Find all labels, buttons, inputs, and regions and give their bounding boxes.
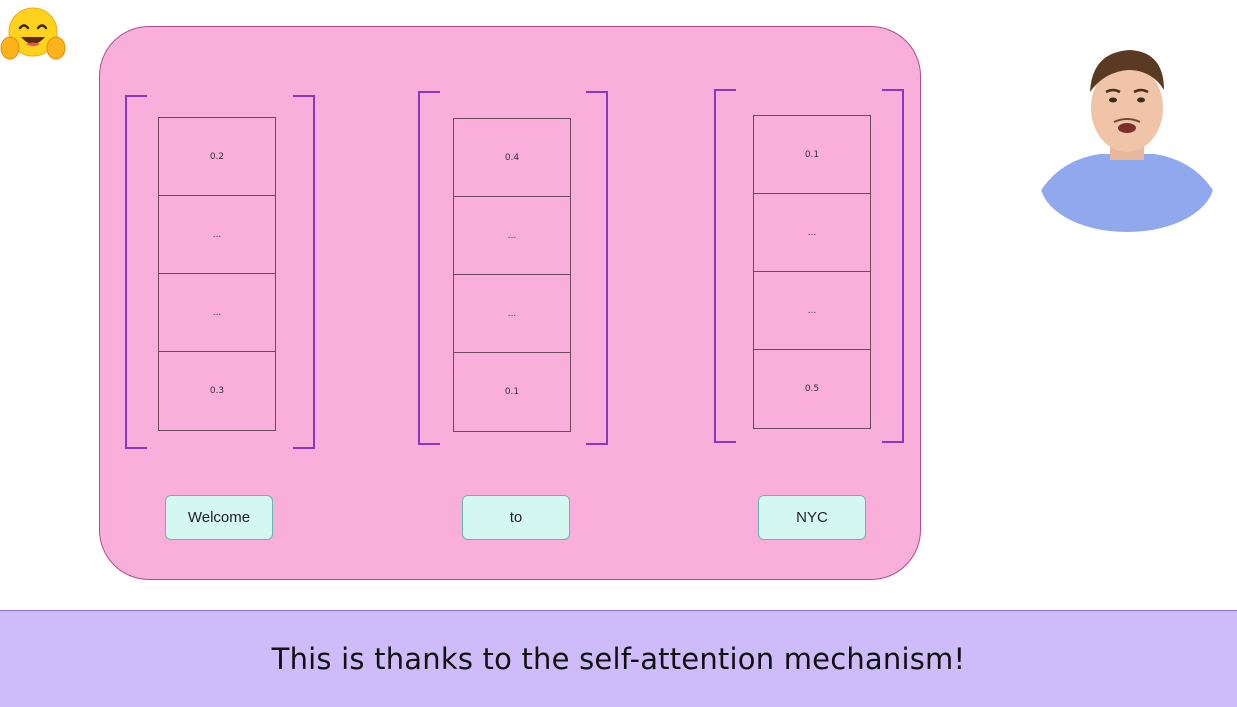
subtitle-text: This is thanks to the self-attention mec… (271, 642, 966, 676)
vector-cell: ... (454, 197, 570, 275)
presenter-video-icon (1040, 42, 1214, 232)
diagram-panel: 0.2 ... ... 0.3 0.4 ... ... 0.1 0.1 ... (99, 26, 921, 580)
vector-cell: 0.1 (754, 116, 870, 194)
hugging-face-emoji-icon (0, 7, 66, 60)
left-bracket (714, 89, 736, 443)
vector-cell: ... (754, 194, 870, 272)
vector-cells: 0.2 ... ... 0.3 (158, 117, 276, 431)
vector-cell: ... (159, 196, 275, 274)
token-welcome: Welcome (165, 495, 273, 540)
vector-cell: 0.5 (804, 384, 820, 394)
subtitle-bar: This is thanks to the self-attention mec… (0, 610, 1237, 707)
vector-cell: 0.4 (454, 119, 570, 197)
vector-column-nyc: 0.1 ... ... 0.5 (714, 27, 904, 579)
left-bracket (418, 91, 440, 445)
vector-column-to: 0.4 ... ... 0.1 (418, 27, 608, 579)
vector-cell: 0.1 (504, 387, 520, 397)
vector-cell: ... (159, 274, 275, 352)
vector-cell: 0.2 (159, 118, 275, 196)
token-to: to (462, 495, 570, 540)
token-nyc: NYC (758, 495, 866, 540)
vector-cells: 0.1 ... ... 0.5 (753, 115, 871, 429)
right-bracket (293, 95, 315, 449)
vector-cell: ... (454, 275, 570, 353)
vector-cell: ... (754, 272, 870, 350)
vector-column-welcome: 0.2 ... ... 0.3 (125, 27, 315, 579)
vector-cell: 0.3 (209, 386, 225, 396)
vector-cells: 0.4 ... ... 0.1 (453, 118, 571, 432)
right-bracket (586, 91, 608, 445)
right-bracket (882, 89, 904, 443)
left-bracket (125, 95, 147, 449)
